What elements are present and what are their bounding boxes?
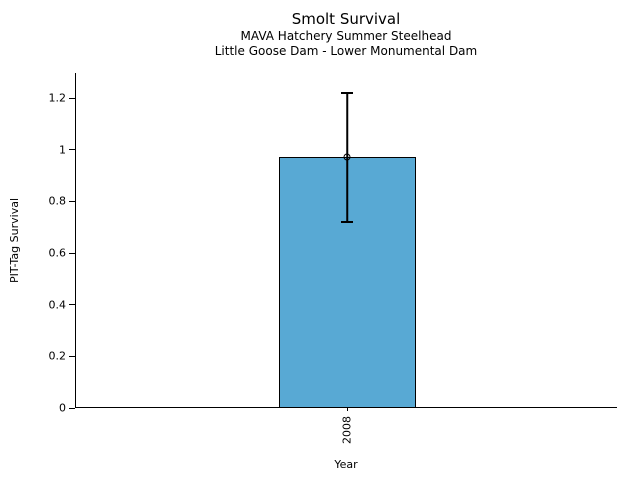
- y-tick: [69, 407, 75, 409]
- y-tick-label: 0: [59, 401, 66, 415]
- y-tick-label: 1.2: [48, 91, 67, 105]
- data-point-marker: [343, 153, 351, 161]
- x-tick: [346, 407, 348, 411]
- chart-subtitle-line1: MAVA Hatchery Summer Steelhead: [240, 28, 452, 43]
- plot-area: 0 0.2 0.4 0.6 0.8 1 1.2 2008: [49, 73, 617, 444]
- y-tick-label: 0.8: [48, 194, 67, 208]
- y-tick: [69, 149, 75, 151]
- error-bar-cap-top: [341, 92, 353, 94]
- y-tick: [69, 252, 75, 254]
- y-tick-label: 1: [59, 143, 66, 157]
- x-axis-label: Year: [334, 458, 358, 471]
- y-tick-label: 0.6: [48, 246, 67, 260]
- page-title: Smolt Survival: [291, 10, 401, 28]
- x-tick-label: 2008: [340, 416, 354, 444]
- y-tick: [69, 97, 75, 99]
- y-tick: [69, 200, 75, 202]
- chart-header: Smolt Survival MAVA Hatchery Summer Stee…: [75, 10, 617, 59]
- y-tick-label: 0.4: [48, 298, 67, 312]
- error-bar-cap-bottom: [341, 221, 353, 223]
- y-tick: [69, 304, 75, 306]
- chart-subtitle-line2: Little Goose Dam - Lower Monumental Dam: [214, 43, 478, 58]
- y-tick-label: 0.2: [48, 349, 67, 363]
- y-tick: [69, 355, 75, 357]
- y-axis-label: PIT-Tag Survival: [8, 197, 21, 283]
